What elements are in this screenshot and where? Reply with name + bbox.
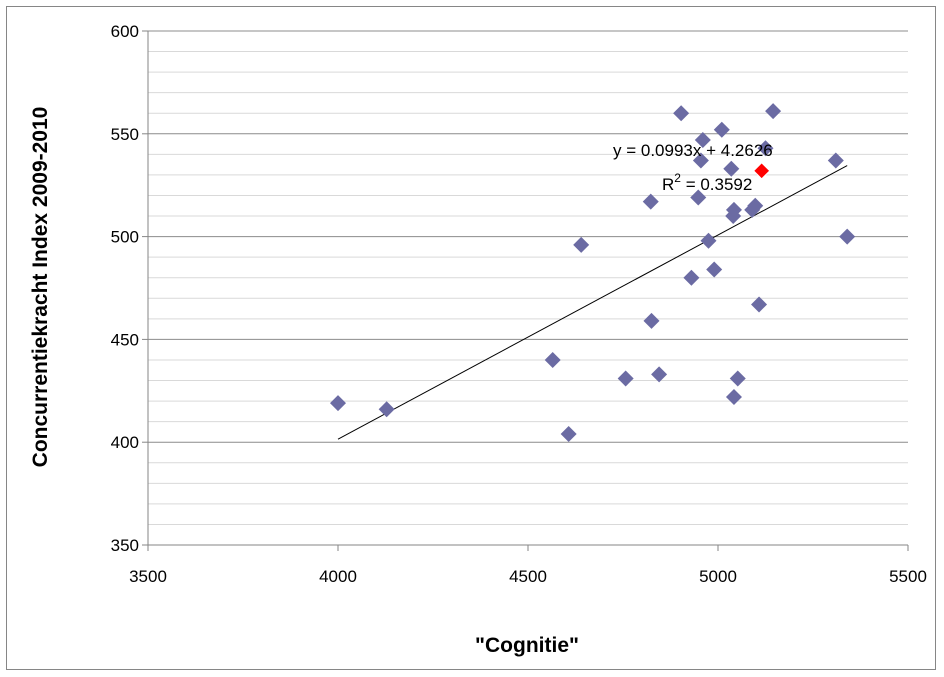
data-point: [673, 105, 690, 122]
data-point: [378, 401, 395, 418]
y-tick-label: 550: [111, 125, 139, 144]
axes: [142, 30, 909, 551]
data-point: [694, 131, 711, 148]
data-point: [757, 140, 774, 157]
chart-frame: [6, 6, 936, 670]
minor-gridlines: [148, 51, 908, 525]
data-point: [723, 160, 740, 177]
x-tick-label: 4500: [509, 567, 547, 586]
data-point: [751, 296, 768, 313]
data-point: [827, 152, 844, 169]
y-axis-title: Concurrentiekracht Index 2009-2010: [29, 107, 52, 468]
data-point: [713, 121, 730, 138]
data-point: [643, 312, 660, 329]
data-point: [330, 395, 346, 412]
data-point: [765, 103, 782, 120]
data-point: [683, 269, 700, 286]
data-points: [330, 103, 856, 442]
y-tick-label: 400: [111, 433, 139, 452]
r2-superscript: 2: [674, 171, 681, 185]
data-point: [544, 351, 561, 368]
y-tick-label: 500: [111, 228, 139, 247]
x-tick-label: 4000: [319, 567, 357, 586]
trendline-r-squared: R2 = 0.3592: [662, 171, 752, 194]
major-gridlines: [148, 30, 908, 443]
y-tick-label: 600: [111, 22, 139, 41]
data-point: [839, 228, 856, 245]
data-point: [700, 232, 717, 249]
tick-labels: 350 400 450 500 550 600 3500 4000 4500 5000 5500: [111, 22, 927, 586]
data-point: [617, 370, 634, 387]
r2-prefix: R: [662, 175, 674, 194]
data-point: [729, 370, 746, 387]
x-tick-label: 3500: [129, 567, 167, 586]
data-point: [642, 193, 659, 210]
data-point: [573, 236, 590, 253]
x-tick-label: 5500: [889, 567, 927, 586]
trendline: [337, 165, 848, 440]
trendline-equation: y = 0.0993x + 4.2626: [613, 141, 773, 160]
data-point: [725, 201, 742, 218]
highlighted-data-point: [752, 162, 771, 180]
data-point: [560, 425, 577, 442]
r2-value: = 0.3592: [681, 175, 752, 194]
data-point: [651, 366, 668, 383]
data-point: [690, 189, 707, 206]
x-tick-label: 5000: [699, 567, 737, 586]
trendline-group: [337, 165, 848, 440]
data-point: [692, 152, 709, 169]
x-axis-title: "Cognitie": [475, 634, 579, 657]
data-point: [706, 261, 723, 278]
data-point: [747, 197, 764, 214]
data-point: [725, 388, 742, 405]
y-tick-label: 350: [111, 536, 139, 555]
y-tick-label: 450: [111, 330, 139, 349]
